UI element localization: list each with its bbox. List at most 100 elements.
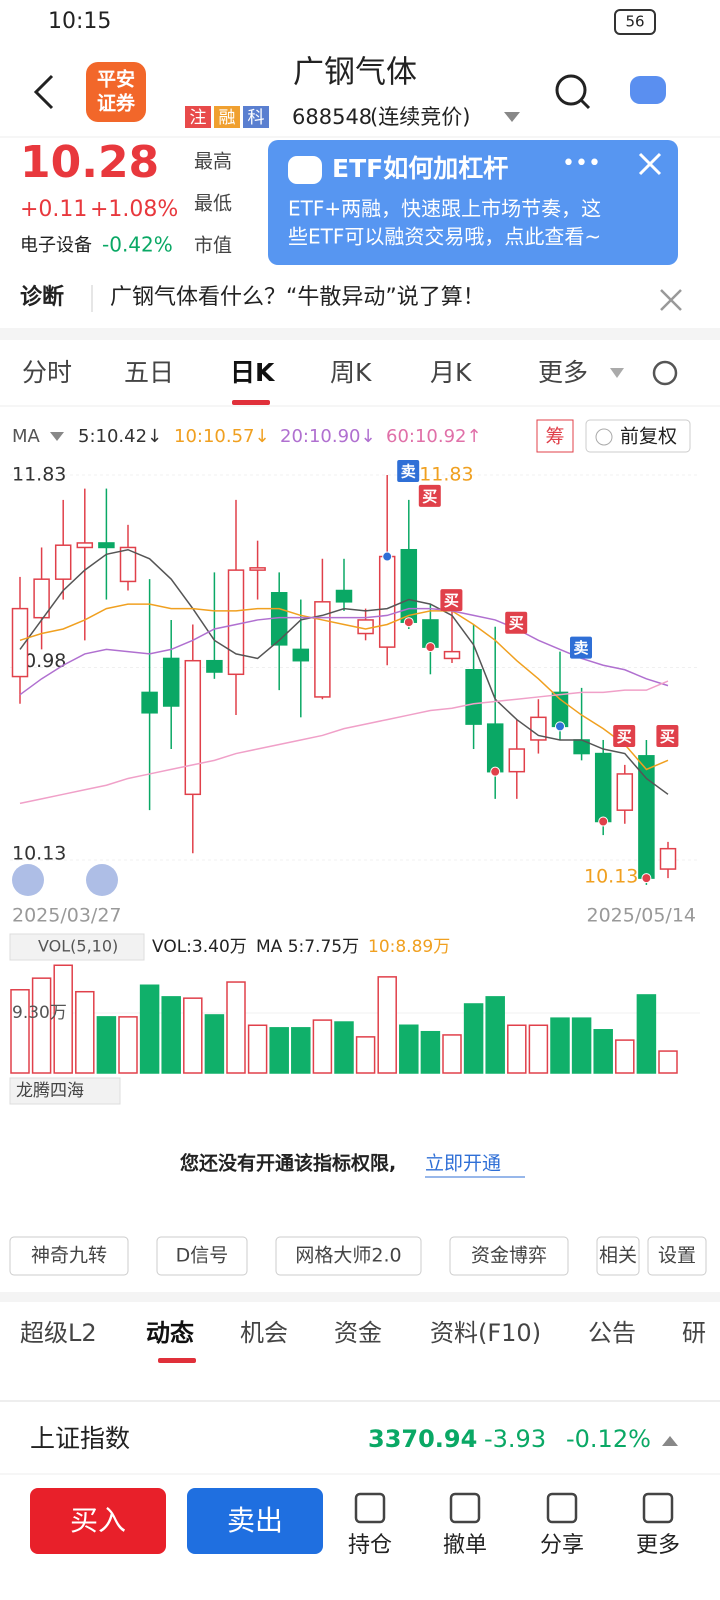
period-tab[interactable]: 更多: [538, 358, 588, 387]
ma-item: 20:10.90↓: [280, 426, 376, 447]
news-tab[interactable]: 研: [682, 1319, 706, 1347]
action-bar: 持仓 撤单 分享 更多: [348, 1492, 680, 1558]
ma-line: [19, 607, 669, 696]
volume-bar: [550, 1017, 570, 1074]
volume-bar: [53, 964, 73, 1074]
tool-button[interactable]: [156, 1236, 248, 1276]
candle-body: [400, 548, 418, 623]
candle-body: [11, 607, 29, 678]
expand-arrow[interactable]: [662, 1436, 678, 1446]
signal-dot: [598, 816, 609, 827]
indicator-name: 龙腾四海: [16, 1081, 84, 1101]
tab-indicator: [158, 1358, 196, 1363]
tool-text: 网格大师2.0: [295, 1245, 401, 1267]
back-button[interactable]: [33, 74, 54, 110]
signal-dot: [490, 766, 501, 777]
diagnosis-bar[interactable]: [0, 270, 720, 328]
tab-indicator: [232, 400, 270, 405]
chip-text: 筹: [545, 426, 564, 448]
assistant-icon[interactable]: [630, 76, 666, 104]
signal-badge: [656, 724, 679, 747]
news-tab[interactable]: 公告: [588, 1319, 636, 1347]
spacer: [0, 328, 720, 340]
news-tab[interactable]: 机会: [240, 1319, 288, 1347]
volume-bar: [442, 1034, 462, 1074]
candle-body: [184, 659, 202, 796]
news-tab[interactable]: 超级L2: [20, 1319, 97, 1347]
expand-button[interactable]: [12, 864, 44, 896]
volume-bar: [334, 1021, 354, 1074]
signal-badge: [570, 636, 592, 659]
indicator-link[interactable]: 立即开通: [425, 1153, 501, 1175]
search-button[interactable]: [555, 74, 587, 106]
divider: [0, 1400, 720, 1402]
index-pct: -0.12%: [566, 1425, 651, 1453]
action-icon[interactable]: [546, 1492, 578, 1524]
signal-badge: [505, 611, 528, 634]
period-tab[interactable]: 月K: [430, 358, 472, 387]
low-label: 10.13: [584, 865, 638, 887]
change: +0.11: [20, 197, 87, 222]
candle-body: [54, 544, 72, 580]
popup[interactable]: [268, 140, 678, 265]
popup-more[interactable]: •••: [562, 151, 601, 176]
diagnosis-close[interactable]: [660, 289, 682, 311]
dropdown[interactable]: [504, 112, 520, 122]
period-tab[interactable]: 日K: [230, 358, 276, 387]
sell-button[interactable]: [187, 1488, 323, 1554]
settings-icon[interactable]: [652, 360, 678, 386]
action-icon[interactable]: [354, 1492, 386, 1524]
candle-body: [378, 555, 396, 648]
period-tab[interactable]: 五日: [124, 358, 174, 387]
tool-button[interactable]: [449, 1236, 569, 1276]
dropdown: [610, 368, 624, 378]
volume-bar: [10, 989, 30, 1074]
adjust-button[interactable]: [585, 419, 691, 453]
buy-button[interactable]: [30, 1488, 166, 1554]
period-tab[interactable]: 周K: [330, 358, 372, 387]
search-handle: [579, 98, 591, 110]
indicator-selector[interactable]: [9, 1077, 121, 1105]
news-tab[interactable]: 动态: [146, 1319, 194, 1347]
volume-bar: [247, 1024, 268, 1074]
volume-bar: [399, 1024, 419, 1074]
news-tab[interactable]: 资料(F10): [430, 1319, 541, 1347]
field-label: 最高: [194, 151, 232, 173]
candle-body: [162, 657, 180, 707]
candle-body: [335, 589, 353, 603]
change-pct: +1.08%: [90, 197, 178, 222]
signal-dot: [641, 873, 652, 884]
fullscreen-button[interactable]: [86, 864, 118, 896]
volume-bar: [485, 996, 505, 1074]
high-label: 11.83: [419, 464, 473, 486]
signal-dot: [403, 617, 414, 628]
action-icon[interactable]: [642, 1492, 674, 1524]
volume-chart: 9.30万: [10, 964, 700, 1074]
chip-button[interactable]: [536, 419, 574, 453]
popup-close[interactable]: [638, 152, 662, 176]
news-tab[interactable]: 资金: [334, 1319, 382, 1347]
volume-bar: [636, 994, 657, 1074]
ma-line: [19, 680, 669, 805]
vol-selector[interactable]: [9, 933, 145, 961]
kline-chart: 11.8310.9810.1311.8310.13卖买买买卖买买: [10, 460, 700, 887]
tool-button[interactable]: [9, 1236, 129, 1276]
candle-body: [508, 748, 526, 773]
volume-bar: [269, 1027, 289, 1074]
stock-code: 688548: [292, 105, 372, 129]
setting-button[interactable]: [647, 1236, 707, 1276]
ma-item: 60:10.92↑: [386, 426, 482, 447]
vol-ma5: MA 5:7.75万: [256, 937, 359, 957]
action-text: 更多: [636, 1533, 680, 1558]
tool-button[interactable]: [275, 1236, 422, 1276]
action-icon[interactable]: [449, 1492, 481, 1524]
tool-text: 神奇九转: [31, 1245, 107, 1267]
signal-text: 卖: [401, 463, 416, 481]
tool-button[interactable]: [596, 1236, 640, 1276]
info-icon: [595, 428, 613, 446]
y-tick-label: 10.13: [12, 843, 66, 865]
candle-body: [76, 542, 94, 549]
period-tab[interactable]: 分时: [22, 358, 72, 387]
period-tabs: 分时 五日 日K 周K 月K 更多: [22, 358, 588, 405]
